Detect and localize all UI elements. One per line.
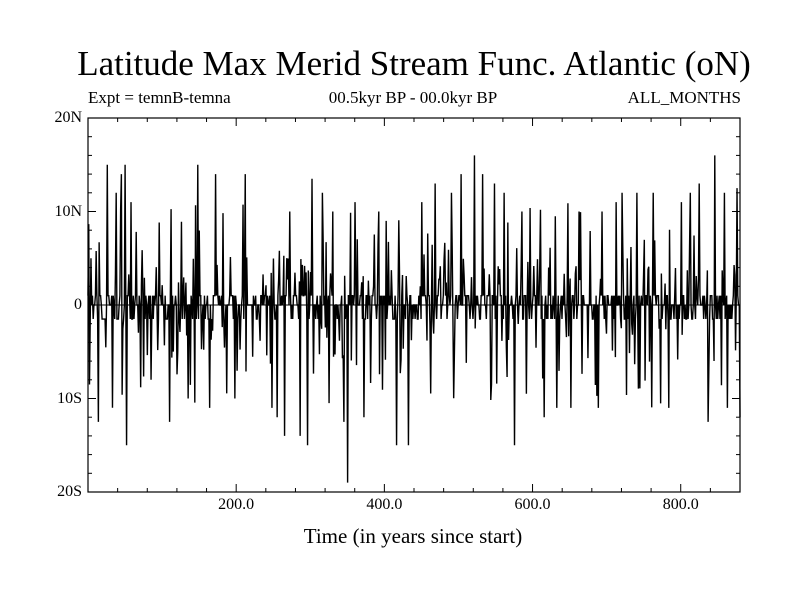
- x-tick-label: 400.0: [366, 496, 403, 513]
- x-tick-label: 600.0: [514, 496, 551, 513]
- x-tick-label: 200.0: [218, 496, 255, 513]
- time-range-label: 00.5kyr BP - 00.0kyr BP: [328, 88, 498, 107]
- x-axis-label: Time (in years since start): [303, 524, 523, 548]
- y-tick-label: 20N: [54, 109, 82, 126]
- chart-title: Latitude Max Merid Stream Func. Atlantic…: [77, 44, 751, 83]
- y-tick-label: 10S: [57, 389, 82, 407]
- y-tick-label: 20S: [57, 483, 82, 500]
- y-tick-label: 0: [74, 296, 82, 313]
- y-tick-label: 10N: [54, 202, 82, 220]
- experiment-label: Expt = temnB-temna: [88, 88, 231, 107]
- months-label: ALL_MONTHS: [627, 88, 741, 107]
- series-line: [87, 155, 741, 483]
- x-tick-label: 800.0: [662, 496, 699, 513]
